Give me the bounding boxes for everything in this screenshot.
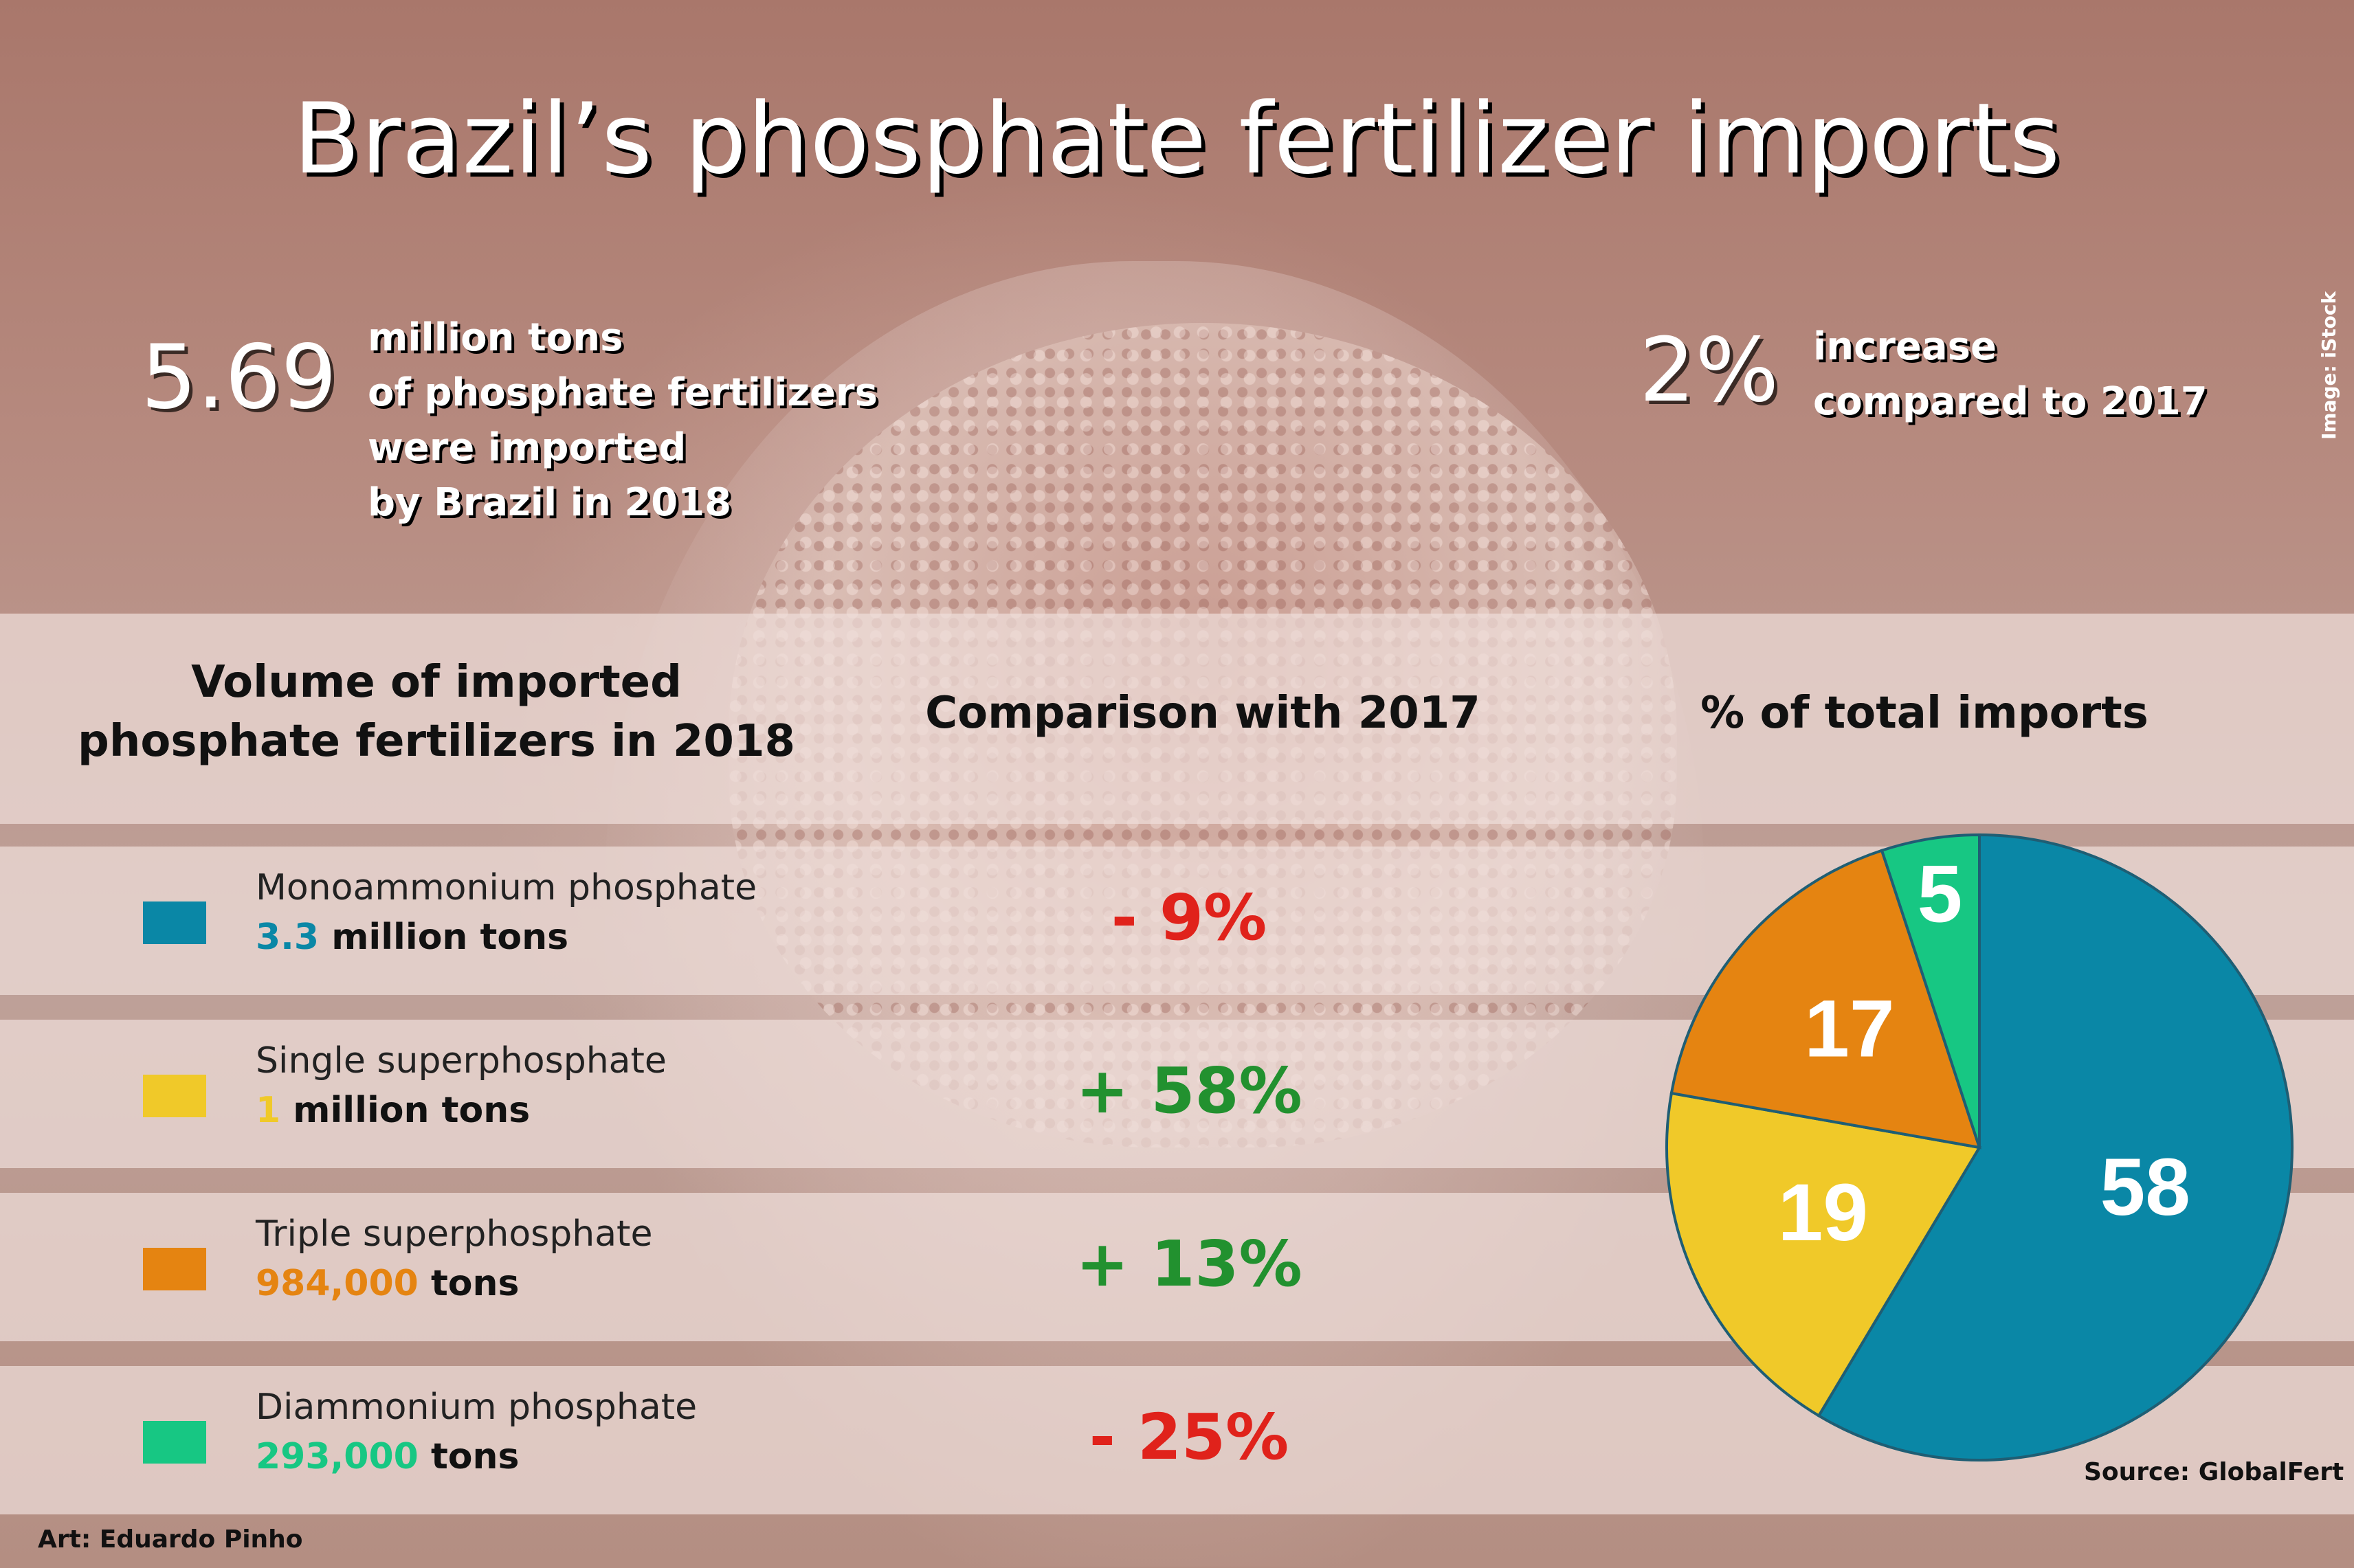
- change-value: - 25%: [1089, 1400, 1289, 1474]
- total-imports-value: 5.69: [141, 326, 337, 429]
- volume-header: Volume of imported phosphate fertilizers…: [41, 653, 832, 771]
- source-credit: Source: GlobalFert: [2084, 1458, 2344, 1486]
- item-amount: 1 million tons: [256, 1090, 530, 1131]
- volume-header-line-2: phosphate fertilizers in 2018: [78, 716, 795, 767]
- page-title: Brazil’s phosphate fertilizer imports: [293, 82, 2061, 196]
- pie-slice-label: 17: [1804, 983, 1894, 1074]
- pie-slice-label: 19: [1778, 1167, 1868, 1258]
- amount-value: 984,000: [256, 1263, 419, 1304]
- comparison-header: Comparison with 2017: [925, 688, 1480, 739]
- amount-value: 1: [256, 1090, 281, 1131]
- image-credit: Image: iStock: [2318, 291, 2340, 440]
- art-credit: Art: Eduardo Pinho: [38, 1525, 303, 1554]
- total-text-line-4: by Brazil in 2018: [368, 480, 732, 525]
- pie-slice: [1665, 1091, 1982, 1418]
- imports-pie-chart: 58 19 17 5: [1665, 833, 2294, 1461]
- increase-description: increase compared to 2017: [1813, 320, 2208, 429]
- pie-slice-label: 58: [2100, 1142, 2190, 1233]
- change-value: + 58%: [1076, 1054, 1302, 1128]
- increase-text-line-2: compared to 2017: [1813, 379, 2208, 424]
- header-band: [0, 614, 2354, 824]
- change-value: - 9%: [1111, 881, 1267, 954]
- change-value: + 13%: [1076, 1227, 1302, 1301]
- pie-slice-label: 5: [1918, 849, 1963, 940]
- increase-text-line-1: increase: [1813, 324, 1997, 369]
- item-amount: 984,000 tons: [256, 1263, 520, 1304]
- item-amount: 293,000 tons: [256, 1436, 520, 1477]
- item-name: Single superphosphate: [256, 1040, 667, 1082]
- share-header: % of total imports: [1700, 688, 2148, 739]
- item-amount: 3.3 million tons: [256, 917, 568, 958]
- total-text-line-1: million tons: [368, 315, 623, 360]
- volume-header-line-1: Volume of imported: [191, 657, 682, 708]
- amount-unit: tons: [418, 1263, 520, 1304]
- item-name: Diammonium phosphate: [256, 1387, 698, 1428]
- item-name: Triple superphosphate: [256, 1213, 653, 1255]
- amount-unit: million tons: [319, 917, 569, 958]
- amount-value: 293,000: [256, 1436, 419, 1477]
- total-imports-description: million tons of phosphate fertilizers we…: [368, 311, 878, 530]
- item-name: Monoammonium phosphate: [256, 867, 757, 908]
- legend-swatch: [143, 1421, 206, 1464]
- pie-slice: [1817, 833, 2294, 1461]
- increase-value: 2%: [1639, 320, 1779, 422]
- pie-slice: [1880, 833, 1981, 1148]
- total-text-line-2: of phosphate fertilizers: [368, 370, 878, 415]
- legend-swatch: [143, 901, 206, 944]
- total-text-line-3: were imported: [368, 425, 687, 470]
- amount-unit: tons: [418, 1436, 520, 1477]
- amount-value: 3.3: [256, 917, 320, 958]
- legend-swatch: [143, 1075, 206, 1117]
- amount-unit: million tons: [280, 1090, 531, 1131]
- pie-slice: [1669, 849, 1981, 1150]
- legend-swatch: [143, 1248, 206, 1290]
